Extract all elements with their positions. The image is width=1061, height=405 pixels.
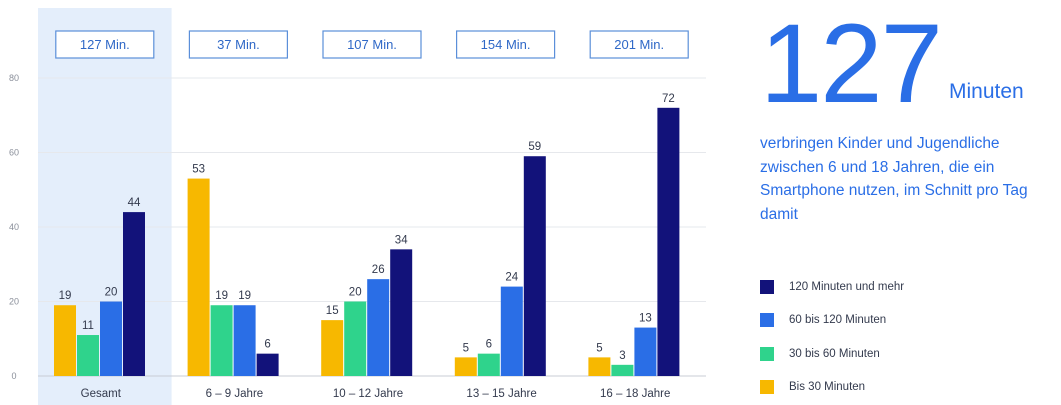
bar: [100, 301, 122, 376]
legend-item: 60 bis 120 Minuten: [760, 304, 904, 338]
category-total-label: 127 Min.: [80, 37, 130, 52]
category-total-box: [188, 30, 288, 59]
headline-description: verbringen Kinder und Jugendliche zwisch…: [760, 135, 1028, 223]
data-label: 19: [238, 290, 251, 302]
legend-item: 30 bis 60 Minuten: [760, 337, 904, 371]
x-tick-label: 16 – 18 Jahre: [600, 388, 670, 400]
bar: [321, 320, 344, 376]
y-tick-label: 60: [9, 148, 19, 158]
bar: [187, 178, 210, 376]
data-label: 5: [463, 342, 469, 354]
bar: [634, 327, 657, 376]
y-tick-label: 20: [9, 297, 19, 307]
data-label: 15: [326, 305, 339, 317]
bar: [523, 156, 546, 376]
category-total-box: [589, 30, 689, 59]
category-total-label: 154 Min.: [481, 37, 531, 52]
bar: [611, 364, 634, 376]
data-label: 26: [372, 264, 385, 276]
bar: [367, 279, 390, 376]
data-label: 24: [505, 272, 518, 284]
data-label: 13: [639, 313, 652, 325]
legend-item: Bis 30 Minuten: [760, 371, 904, 405]
legend-label: 30 bis 60 Minuten: [789, 347, 880, 360]
x-tick-label: Gesamt: [81, 388, 122, 400]
y-tick-label: 40: [9, 222, 19, 232]
data-label: 11: [82, 320, 94, 332]
bar: [454, 357, 477, 376]
bar: [500, 286, 523, 376]
legend-swatch: [760, 313, 774, 328]
bar: [657, 107, 680, 377]
data-label: 3: [619, 350, 625, 362]
chart-legend: 120 Minuten und mehr 60 bis 120 Minuten …: [760, 270, 904, 404]
category-total-label: 37 Min.: [217, 37, 260, 52]
bar: [477, 353, 500, 376]
bar: [390, 249, 413, 376]
category-total-box: [55, 30, 155, 59]
category-total-box: [322, 30, 422, 59]
legend-swatch: [760, 380, 774, 395]
bar: [54, 305, 76, 376]
legend-label: 120 Minuten und mehr: [789, 280, 905, 293]
bar: [210, 305, 233, 376]
data-label: 19: [59, 290, 72, 302]
data-label: 34: [395, 234, 408, 246]
data-label: 5: [596, 342, 602, 354]
legend-label: 60 bis 120 Minuten: [789, 314, 887, 327]
data-label: 44: [128, 197, 141, 209]
bar: [77, 335, 99, 376]
x-tick-label: 10 – 12 Jahre: [333, 388, 403, 400]
data-label: 20: [105, 287, 118, 299]
legend-label: Bis 30 Minuten: [789, 381, 866, 394]
headline-unit: Minuten: [949, 80, 1024, 103]
headline-value: 127: [760, 1, 943, 126]
data-label: 53: [192, 164, 205, 176]
bar: [344, 301, 367, 376]
bar: [256, 353, 279, 376]
data-label: 6: [264, 339, 270, 351]
category-total-label: 107 Min.: [347, 37, 397, 52]
legend-swatch: [760, 279, 774, 294]
bar: [123, 212, 145, 376]
bar: [233, 305, 256, 376]
x-tick-label: 6 – 9 Jahre: [206, 388, 264, 400]
data-label: 59: [528, 141, 541, 153]
data-label: 19: [215, 290, 228, 302]
x-tick-label: 13 – 15 Jahre: [466, 388, 536, 400]
y-tick-label: 80: [9, 73, 19, 83]
category-total-box: [456, 30, 556, 59]
bar: [588, 357, 611, 376]
y-tick-label: 0: [11, 371, 16, 381]
data-label: 6: [486, 339, 492, 351]
data-label: 20: [349, 287, 362, 299]
legend-swatch: [760, 346, 774, 361]
category-total-label: 201 Min.: [614, 37, 664, 52]
headline-panel: 127 Minuten verbringen Kinder und Jugend…: [730, 0, 1061, 405]
data-label: 72: [662, 93, 675, 105]
legend-item: 120 Minuten und mehr: [760, 270, 904, 304]
